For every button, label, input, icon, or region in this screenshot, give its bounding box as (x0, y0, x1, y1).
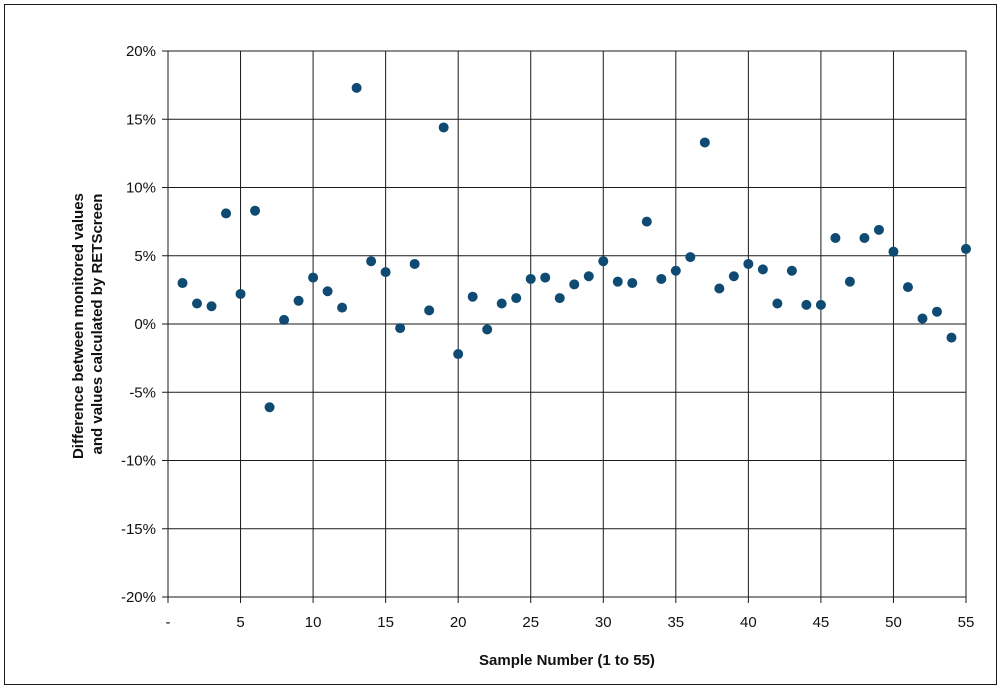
x-tick-label: 40 (740, 614, 757, 631)
data-point (641, 216, 652, 227)
data-point (380, 267, 391, 278)
data-point (917, 313, 928, 324)
data-point (757, 264, 768, 275)
data-point (438, 122, 449, 133)
data-point (322, 286, 333, 297)
x-tick-label: 55 (958, 614, 975, 631)
scatter-chart: 20% 15% 10% 5% 0% -5% -10% -15% -20% - 5 10 15 20 25 3… (70, 43, 975, 669)
y-tick-label: 20% (126, 43, 156, 60)
data-point (699, 137, 710, 148)
x-axis-title: Sample Number (1 to 55) (479, 652, 655, 669)
y-tick-label: 15% (126, 111, 156, 128)
data-point (888, 246, 899, 257)
data-point (961, 243, 971, 254)
y-axis-title-line-2: and values calculated by RETScreen (89, 194, 106, 455)
y-tick-label: -20% (121, 589, 156, 606)
y-tick-label: 5% (134, 248, 156, 265)
data-point (221, 208, 232, 219)
x-tick-label: 20 (450, 614, 467, 631)
y-axis-ticks: 20% 15% 10% 5% 0% -5% -10% -15% -20% (121, 43, 156, 606)
data-point (801, 299, 812, 310)
data-point (612, 276, 623, 287)
data-point (279, 314, 290, 325)
data-point (670, 265, 681, 276)
x-tick-label: 45 (813, 614, 830, 631)
data-point (395, 323, 406, 334)
x-tick-label: 30 (595, 614, 612, 631)
data-point (873, 224, 884, 235)
x-tick-label: 10 (305, 614, 322, 631)
data-point (598, 256, 609, 267)
x-tick-label: 5 (236, 614, 244, 631)
data-point (569, 279, 580, 290)
data-point (337, 302, 348, 313)
data-point (931, 306, 942, 317)
data-point (206, 301, 217, 312)
data-point (815, 299, 826, 310)
data-point (859, 233, 870, 244)
data-point (409, 258, 420, 269)
data-point (496, 298, 507, 309)
data-point (177, 278, 188, 289)
chart-frame: 20% 15% 10% 5% 0% -5% -10% -15% -20% - 5 10 15 20 25 3… (4, 4, 997, 685)
data-point (844, 276, 855, 287)
data-point (554, 293, 565, 304)
data-point (902, 282, 913, 293)
data-point (656, 273, 667, 284)
data-point (482, 324, 493, 335)
data-point (293, 295, 304, 306)
data-point (786, 265, 797, 276)
y-tick-label: 10% (126, 180, 156, 197)
data-point (366, 256, 377, 267)
data-point (685, 252, 696, 263)
data-point (714, 283, 725, 294)
x-tick-label: 50 (885, 614, 902, 631)
data-point (453, 349, 464, 360)
data-point (308, 272, 319, 283)
x-tick-label: - (166, 614, 171, 631)
data-point (772, 298, 783, 309)
data-point (540, 272, 551, 283)
data-point (525, 273, 536, 284)
x-axis-ticks: - 5 10 15 20 25 30 35 40 45 50 55 (166, 614, 975, 631)
y-tick-label: -10% (121, 453, 156, 470)
y-tick-label: -5% (129, 384, 156, 401)
data-point (264, 402, 275, 413)
data-point (467, 291, 478, 302)
x-tick-label: 35 (667, 614, 684, 631)
x-tick-label: 25 (522, 614, 539, 631)
y-axis-title-line-1: Difference between monitored values (70, 193, 87, 459)
data-point (424, 305, 435, 316)
data-point (192, 298, 203, 309)
data-points (177, 82, 971, 413)
data-point (728, 271, 739, 282)
data-point (830, 233, 841, 244)
y-tick-label: -15% (121, 521, 156, 538)
data-point (235, 288, 246, 299)
data-point (351, 82, 362, 93)
data-point (583, 271, 594, 282)
data-point (627, 278, 638, 289)
data-point (743, 258, 754, 269)
y-tick-label: 0% (134, 316, 156, 333)
y-axis-title: Difference between monitored values and … (70, 189, 106, 459)
x-tick-label: 15 (377, 614, 394, 631)
data-point (946, 332, 957, 343)
data-point (250, 205, 261, 216)
gridlines (162, 50, 967, 603)
data-point (511, 293, 522, 304)
